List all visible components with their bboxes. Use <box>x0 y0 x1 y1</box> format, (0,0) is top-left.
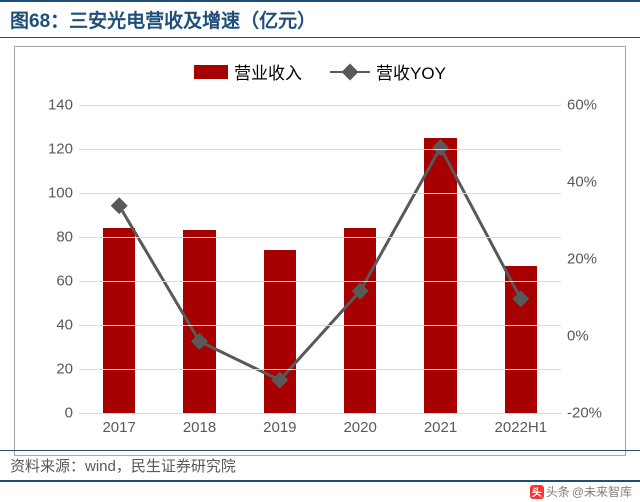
legend-bar-swatch <box>194 65 228 79</box>
line-marker <box>512 290 529 307</box>
x-tick-label: 2018 <box>183 419 216 436</box>
legend: 营业收入 营收YOY <box>15 59 625 84</box>
gridline <box>79 149 561 150</box>
watermark-icon: 头 <box>530 485 544 499</box>
watermark-prefix: 头条 <box>546 483 570 500</box>
legend-line-swatch <box>330 65 370 79</box>
watermark: 头 头条 @未来智库 <box>530 483 632 500</box>
y-right-tick-label: -20% <box>567 405 615 422</box>
y-left-tick-label: 120 <box>29 141 73 158</box>
line-marker <box>191 333 208 350</box>
y-right-tick-label: 0% <box>567 328 615 345</box>
legend-line-label: 营收YOY <box>376 59 446 84</box>
x-tick-label: 2021 <box>424 419 457 436</box>
y-right-tick-label: 20% <box>567 251 615 268</box>
y-left-tick-label: 0 <box>29 405 73 422</box>
legend-item-bar: 营业收入 <box>194 59 302 84</box>
plot-area: 020406080100120140-20%0%20%40%60%2017201… <box>79 105 561 413</box>
gridline <box>79 105 561 106</box>
watermark-account: @未来智库 <box>572 483 632 500</box>
y-left-tick-label: 40 <box>29 317 73 334</box>
legend-bar-label: 营业收入 <box>234 59 302 84</box>
source-bar: 资料来源：wind，民生证券研究院 <box>0 450 640 482</box>
source-text: 资料来源：wind，民生证券研究院 <box>10 458 236 475</box>
y-right-tick-label: 60% <box>567 97 615 114</box>
x-tick-label: 2022H1 <box>495 419 548 436</box>
x-tick-label: 2017 <box>102 419 135 436</box>
x-tick-label: 2019 <box>263 419 296 436</box>
gridline <box>79 413 561 414</box>
line-marker <box>432 139 449 156</box>
chart-container: 营业收入 营收YOY 020406080100120140-20%0%20%40… <box>14 46 626 456</box>
chart-title: 图68：三安光电营收及增速（亿元） <box>10 6 316 33</box>
y-left-tick-label: 20 <box>29 361 73 378</box>
gridline <box>79 369 561 370</box>
x-tick-label: 2020 <box>343 419 376 436</box>
gridline <box>79 325 561 326</box>
y-left-tick-label: 80 <box>29 229 73 246</box>
title-bar: 图68：三安光电营收及增速（亿元） <box>0 0 640 38</box>
y-right-tick-label: 40% <box>567 174 615 191</box>
line-marker <box>111 197 128 214</box>
gridline <box>79 281 561 282</box>
gridline <box>79 237 561 238</box>
gridline <box>79 193 561 194</box>
legend-item-line: 营收YOY <box>330 59 446 84</box>
y-left-tick-label: 60 <box>29 273 73 290</box>
line-path <box>119 148 521 381</box>
y-left-tick-label: 140 <box>29 97 73 114</box>
legend-marker-icon <box>342 63 359 80</box>
y-left-tick-label: 100 <box>29 185 73 202</box>
